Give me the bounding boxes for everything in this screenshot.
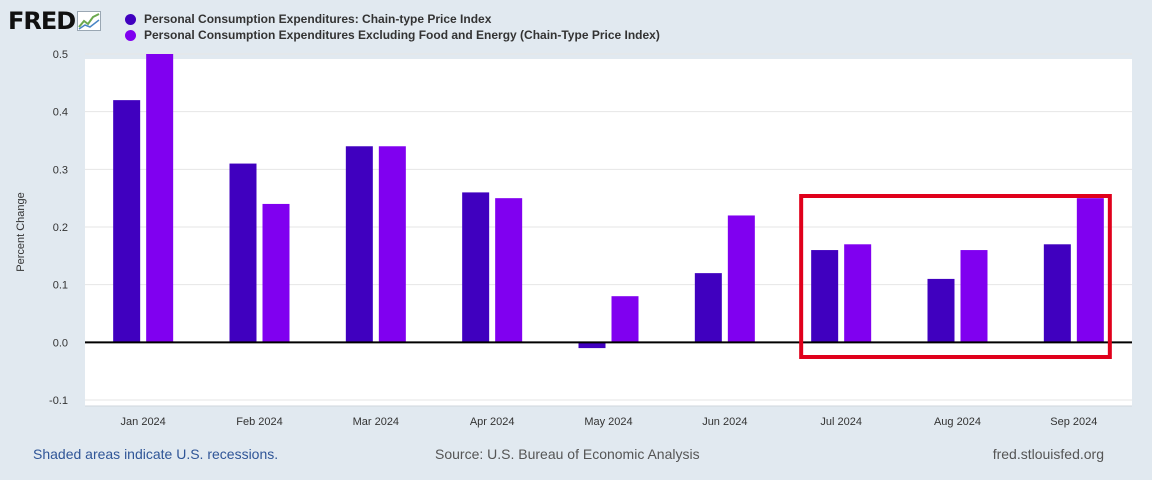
legend-label-pce: Personal Consumption Expenditures: Chain…: [144, 12, 492, 26]
x-tick-label: Apr 2024: [470, 416, 515, 428]
y-tick-label: 0.2: [53, 222, 68, 234]
bar-pce-8: [1043, 244, 1071, 343]
bar-core-pce-4: [611, 296, 639, 343]
bar-pce-4: [578, 342, 606, 349]
x-tick-label: Sep 2024: [1050, 416, 1097, 428]
legend-swatch-pce: [125, 13, 136, 25]
bar-core-pce-1: [262, 203, 290, 343]
bar-pce-6: [811, 250, 839, 343]
bar-core-pce-6: [844, 244, 872, 343]
bar-core-pce-2: [378, 146, 406, 343]
bar-pce-2: [345, 146, 373, 343]
bar-pce-0: [113, 100, 141, 343]
legend-swatch-core-pce: [125, 29, 136, 41]
bar-pce-1: [229, 163, 257, 343]
y-tick-label: 0.0: [53, 337, 68, 349]
logo-text: FRED: [8, 7, 76, 35]
bar-core-pce-3: [495, 198, 523, 343]
bar-core-pce-7: [960, 250, 988, 343]
x-tick-label: Aug 2024: [934, 416, 981, 428]
y-tick-label: 0.3: [53, 164, 68, 176]
y-tick-label: 0.4: [53, 107, 68, 119]
bar-core-pce-5: [727, 215, 755, 343]
bar-core-pce-0: [146, 54, 174, 343]
bar-pce-7: [927, 278, 955, 343]
bar-pce-3: [462, 192, 490, 343]
y-tick-label: 0.5: [53, 49, 68, 61]
x-tick-label: Mar 2024: [353, 416, 399, 428]
x-tick-label: Jun 2024: [702, 416, 747, 428]
chart-trend-icon: [77, 11, 102, 31]
legend-item-core-pce[interactable]: Personal Consumption Expenditures Exclud…: [125, 27, 660, 43]
x-tick-label: Jan 2024: [121, 416, 166, 428]
recession-note-link[interactable]: Shaded areas indicate U.S. recessions.: [33, 446, 279, 462]
source-text: Source: U.S. Bureau of Economic Analysis: [435, 446, 700, 462]
legend: Personal Consumption Expenditures: Chain…: [125, 11, 660, 43]
site-link[interactable]: fred.stlouisfed.org: [992, 446, 1104, 462]
x-tick-label: May 2024: [584, 416, 632, 428]
highlight-box: [799, 194, 1112, 359]
fred-logo[interactable]: FRED: [8, 7, 102, 35]
y-tick-label: 0.1: [53, 280, 68, 292]
bar-pce-5: [694, 273, 722, 343]
bar-chart: 0.5 0.4 0.3 0.2 0.1 0.0 -0.1 Jan 2024 Feb 2024 Ma…: [15, 49, 1132, 428]
x-tick-label: Feb 2024: [236, 416, 282, 428]
plot-area: [85, 59, 1132, 406]
y-axis-label: Percent Change: [15, 192, 27, 272]
legend-label-core-pce: Personal Consumption Expenditures Exclud…: [144, 28, 660, 42]
legend-item-pce[interactable]: Personal Consumption Expenditures: Chain…: [125, 11, 660, 27]
x-tick-label: Jul 2024: [820, 416, 862, 428]
y-tick-label: -0.1: [49, 395, 68, 407]
bar-core-pce-8: [1076, 198, 1104, 343]
